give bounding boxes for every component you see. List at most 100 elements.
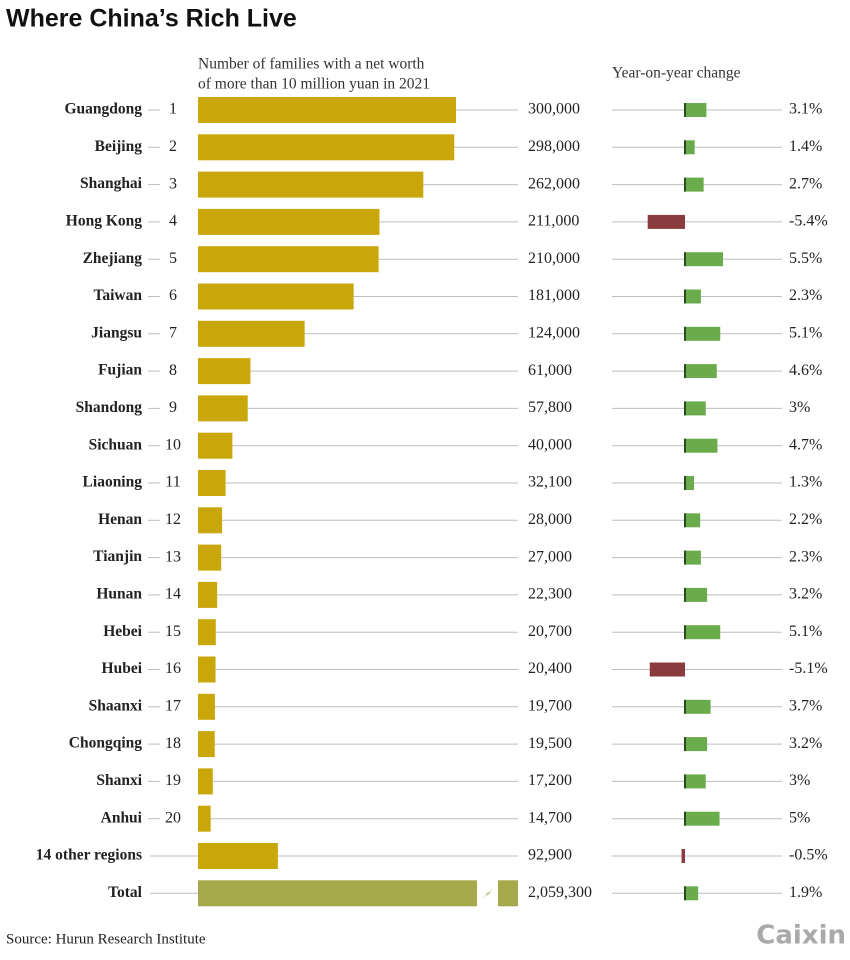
- bar: [198, 134, 455, 161]
- value-label: 181,000: [528, 287, 580, 304]
- change-bar: [685, 774, 706, 789]
- change-label: 5%: [789, 809, 810, 826]
- change-label: 1.3%: [789, 474, 822, 491]
- value-header: of more than 10 million yuan in 2021: [198, 76, 430, 93]
- bar: [198, 395, 248, 422]
- value-label: 19,700: [528, 697, 572, 714]
- region-name: Zhejiang: [83, 250, 143, 267]
- change-label: 2.2%: [789, 511, 822, 528]
- region-name: Hubei: [102, 660, 143, 677]
- change-bar: [681, 849, 685, 863]
- zero-tick: [684, 811, 686, 826]
- change-bar: [685, 625, 721, 640]
- bar: [198, 768, 213, 795]
- change-bar: [649, 662, 685, 677]
- bar: [198, 283, 354, 310]
- change-bar: [685, 364, 717, 379]
- value-label: 28,000: [528, 511, 572, 528]
- bar: [198, 246, 379, 273]
- bar: [198, 805, 211, 832]
- change-label: 3.1%: [789, 101, 822, 118]
- change-label: -5.4%: [789, 213, 828, 230]
- change-bar: [685, 476, 694, 490]
- break-symbol: [481, 886, 494, 901]
- bar: [198, 581, 218, 608]
- zero-tick: [684, 550, 686, 565]
- change-bar: [685, 811, 720, 826]
- change-label: -0.5%: [789, 847, 828, 864]
- change-label: 3%: [789, 399, 810, 416]
- region-name: Jiangsu: [91, 324, 142, 341]
- change-label: 3%: [789, 772, 810, 789]
- value-header: Number of families with a net worth: [198, 56, 425, 73]
- region-name: Taiwan: [93, 287, 142, 304]
- bar: [198, 320, 305, 347]
- bar: [198, 656, 216, 683]
- bar: [198, 843, 278, 869]
- region-name: Shanxi: [96, 772, 142, 789]
- region-name: Guangdong: [64, 101, 142, 118]
- chart-title: Where China’s Rich Live: [6, 5, 297, 33]
- bar: [198, 171, 424, 198]
- zero-tick: [684, 364, 686, 379]
- value-label: 92,900: [528, 847, 572, 864]
- zero-tick: [684, 289, 686, 304]
- zero-tick: [684, 476, 686, 490]
- change-bar: [685, 886, 699, 901]
- region-name: Sichuan: [89, 436, 143, 453]
- bar: [198, 880, 518, 907]
- value-label: 298,000: [528, 138, 580, 155]
- rank: 13: [165, 548, 181, 565]
- value-label: 124,000: [528, 324, 580, 341]
- value-label: 20,700: [528, 623, 572, 640]
- value-label: 61,000: [528, 362, 572, 379]
- rank: 5: [169, 250, 177, 267]
- value-label: 14,700: [528, 809, 572, 826]
- change-bar: [647, 214, 685, 229]
- bar: [198, 470, 226, 496]
- zero-tick: [684, 587, 686, 602]
- value-label: 32,100: [528, 474, 572, 491]
- rank: 9: [169, 399, 177, 416]
- region-name: 14 other regions: [36, 847, 142, 864]
- change-label: 5.1%: [789, 623, 822, 640]
- change-bar: [685, 140, 695, 155]
- rank: 8: [169, 362, 177, 379]
- zero-tick: [684, 177, 686, 192]
- change-bar: [685, 289, 701, 304]
- change-bar: [685, 699, 711, 714]
- region-name: Shandong: [76, 399, 143, 416]
- rank: 2: [169, 138, 177, 155]
- source: Source: Hurun Research Institute: [6, 931, 206, 947]
- zero-tick: [684, 401, 686, 416]
- change-bar: [685, 252, 723, 267]
- rank: 20: [165, 809, 181, 826]
- value-label: 20,400: [528, 660, 572, 677]
- change-bar: [685, 326, 721, 341]
- zero-tick: [684, 886, 686, 901]
- value-label: 2,059,300: [528, 884, 592, 901]
- bar: [198, 693, 215, 720]
- zero-tick: [684, 140, 686, 155]
- rank: 14: [165, 586, 181, 603]
- change-label: 5.1%: [789, 324, 822, 341]
- change-bar: [685, 438, 718, 453]
- change-label: 2.7%: [789, 175, 822, 192]
- region-name: Total: [108, 884, 143, 901]
- change-header: Year-on-year change: [612, 65, 741, 82]
- region-name: Liaoning: [83, 474, 143, 491]
- bar: [198, 544, 222, 571]
- region-name: Hunan: [96, 585, 142, 602]
- value-label: 211,000: [528, 213, 579, 230]
- zero-tick: [684, 438, 686, 453]
- zero-tick: [684, 625, 686, 640]
- bar: [198, 507, 223, 534]
- change-bar: [685, 103, 707, 117]
- change-bar: [685, 513, 701, 528]
- change-bar: [685, 737, 708, 752]
- region-name: Hong Kong: [66, 212, 142, 229]
- region-name: Chongqing: [69, 735, 142, 752]
- change-label: 2.3%: [789, 287, 822, 304]
- value-label: 262,000: [528, 175, 580, 192]
